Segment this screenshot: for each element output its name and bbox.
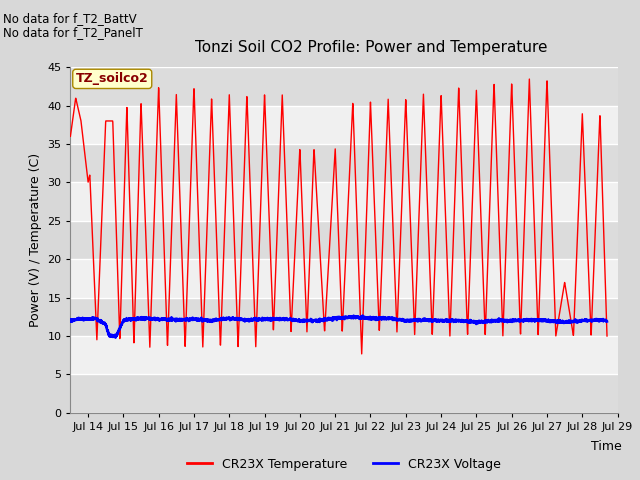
- Bar: [70, 298, 618, 336]
- Text: No data for f_T2_BattV: No data for f_T2_BattV: [3, 12, 137, 25]
- Text: TZ_soilco2: TZ_soilco2: [76, 72, 148, 85]
- Bar: [70, 259, 618, 298]
- Bar: [70, 221, 618, 259]
- Text: No data for f_T2_PanelT: No data for f_T2_PanelT: [3, 26, 143, 39]
- Bar: [70, 144, 618, 182]
- Bar: [70, 106, 618, 144]
- Legend: CR23X Temperature, CR23X Voltage: CR23X Temperature, CR23X Voltage: [182, 453, 506, 476]
- Bar: [70, 374, 618, 413]
- Bar: [70, 67, 618, 106]
- Bar: [70, 182, 618, 221]
- Title: Tonzi Soil CO2 Profile: Power and Temperature: Tonzi Soil CO2 Profile: Power and Temper…: [195, 40, 548, 55]
- Bar: [70, 336, 618, 374]
- Y-axis label: Power (V) / Temperature (C): Power (V) / Temperature (C): [29, 153, 42, 327]
- X-axis label: Time: Time: [591, 441, 622, 454]
